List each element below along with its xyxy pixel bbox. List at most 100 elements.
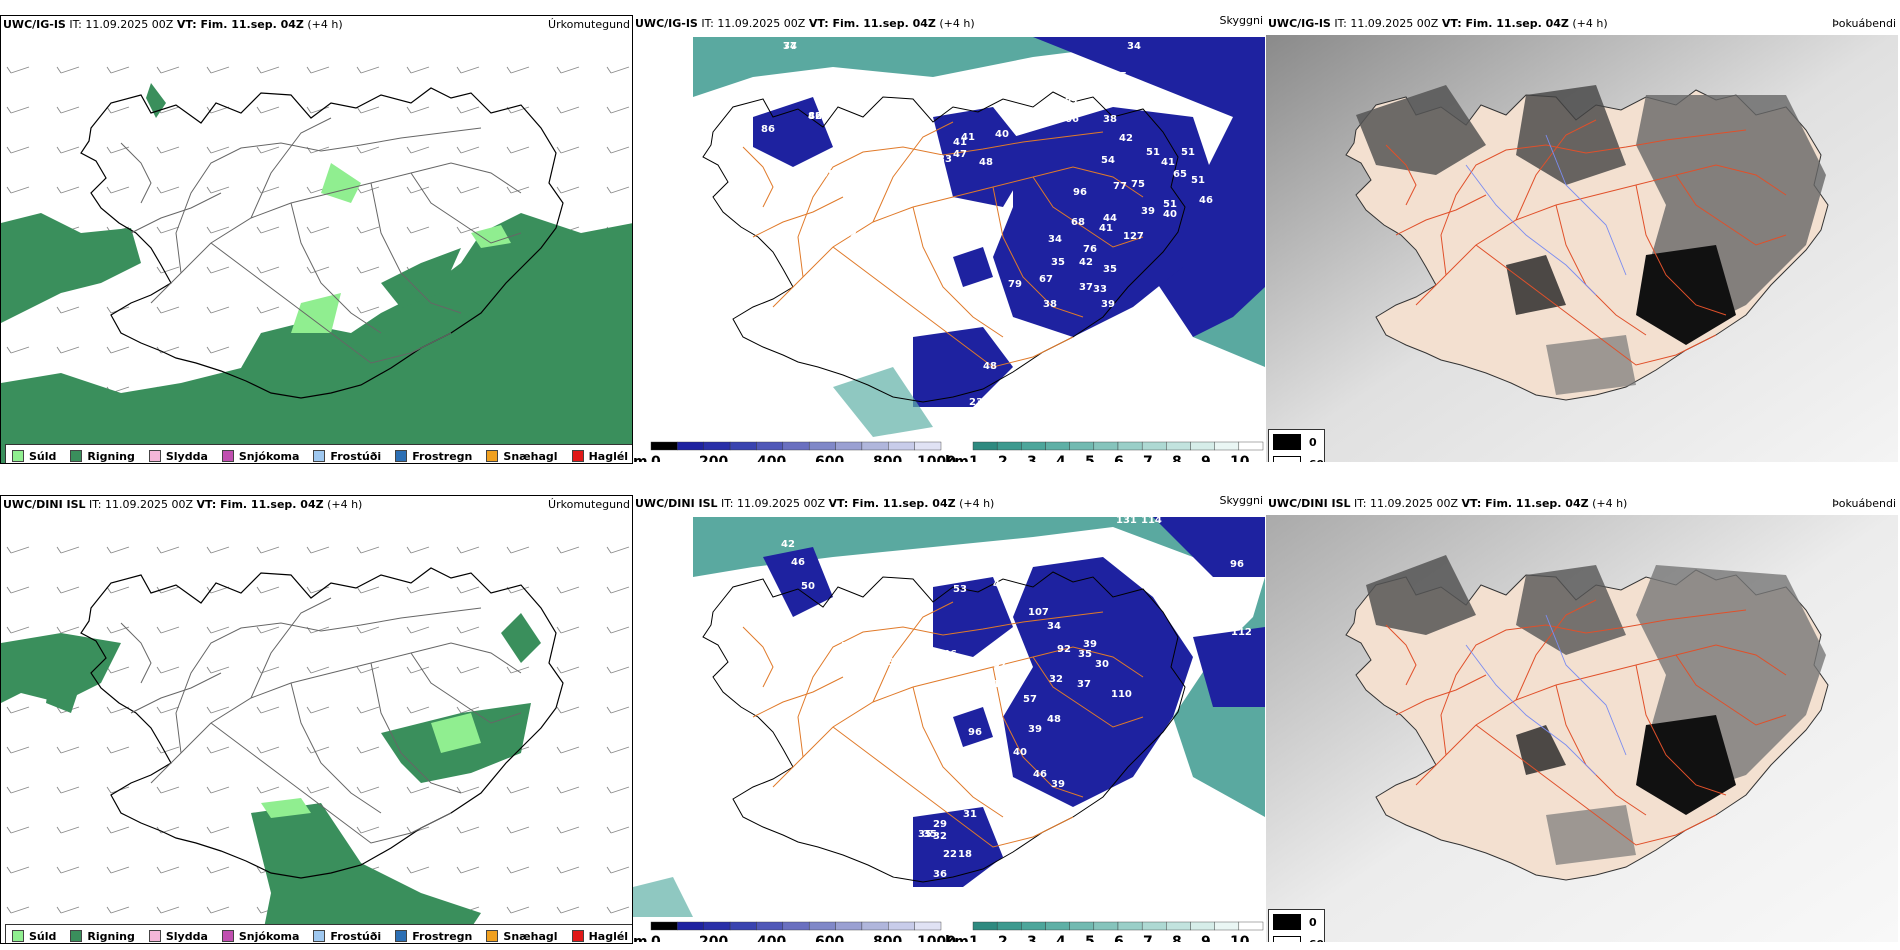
- param-title: Þokuábendi: [1832, 497, 1896, 510]
- bottom-visibility-value: 39: [1083, 639, 1097, 650]
- haglel-swatch: [571, 450, 584, 462]
- bottom-visibility-value: 29: [933, 819, 947, 830]
- fog-panel-top: UWC/IG-IS IT: 11.09.2025 00Z VT: Fim. 11…: [1266, 15, 1898, 462]
- elevation-bar-segment: [703, 921, 731, 931]
- slydda-swatch: [148, 930, 161, 942]
- bottom-visibility-value: 57: [993, 659, 1007, 670]
- bottom-visibility-value: 48: [816, 629, 830, 640]
- top-visibility-value: 34: [1127, 41, 1141, 52]
- elevation-bar-segment: [888, 441, 915, 451]
- visibility-bar-segment: [1045, 441, 1070, 451]
- bottom-visibility-value: 76: [991, 737, 1005, 748]
- top-visibility-value: 51: [1191, 175, 1205, 186]
- top-visibility-value: 64: [843, 181, 857, 192]
- elevation-bar-segment: [729, 441, 757, 451]
- bottom-visibility-value: 40: [1013, 747, 1027, 758]
- frostregn-swatch: [395, 450, 408, 462]
- bottom-visibility-value: 46: [943, 649, 957, 660]
- top-visibility-value: 51: [1181, 147, 1195, 158]
- top-visibility-value: 77: [783, 41, 797, 52]
- top-visibility-value: 58: [821, 169, 835, 180]
- elevation-bar-segment: [835, 441, 863, 451]
- visibility-bar-segment: [1238, 441, 1264, 451]
- top-visibility-value: 34: [993, 411, 1007, 422]
- visibility-tick: 3: [1027, 454, 1037, 462]
- visibility-tick: 7: [1143, 934, 1153, 942]
- fog-panel-bottom: UWC/DINI ISL IT: 11.09.2025 00Z VT: Fim.…: [1266, 495, 1898, 942]
- bottom-visibility-value: 92: [763, 597, 777, 608]
- elevation-tick: 600: [815, 934, 844, 942]
- top-visibility-value: 54: [1101, 155, 1115, 166]
- top-visibility-value: 39: [1101, 299, 1115, 310]
- bottom-visibility-value: 25: [1009, 806, 1023, 817]
- visibility-bar-segment: [1141, 441, 1167, 451]
- panel-header: UWC/DINI ISL IT: 11.09.2025 00Z VT: Fim.…: [633, 495, 1265, 512]
- param-title: Skyggni: [1219, 495, 1263, 507]
- visibility-bar-segment: [1190, 921, 1215, 931]
- top-visibility-value: 71: [1065, 97, 1079, 108]
- bottom-visibility-value: 114: [1141, 517, 1162, 526]
- panel-header: UWC/DINI ISL IT: 11.09.2025 00Z VT: Fim.…: [1268, 497, 1896, 510]
- bottom-visibility-value: 92: [1057, 644, 1071, 655]
- top-visibility-value: 86: [761, 124, 775, 135]
- bottom-visibility-value: 44: [831, 627, 845, 638]
- bottom-visibility-value: 33: [793, 619, 807, 630]
- bottom-visibility-value: 32: [1049, 674, 1063, 685]
- bottom-visibility-value: 131: [1116, 517, 1137, 526]
- fog-legend-bottom: 0 60: [1268, 909, 1325, 942]
- panel-header: UWC/IG-IS IT: 11.09.2025 00Z VT: Fim. 11…: [3, 18, 630, 31]
- map-visibility-bottom: 42 46 50 92 33 44 48 44 52 73 70 89 47 53 40 46 30 57 133 1…: [633, 517, 1265, 917]
- fog-high-swatch: [1273, 936, 1301, 942]
- top-visibility-value: 46: [1199, 195, 1213, 206]
- bottom-visibility-value: 53: [953, 584, 967, 595]
- top-visibility-value: 41: [961, 132, 975, 143]
- param-title: Skyggni: [1219, 15, 1263, 27]
- elevation-bar-segment: [888, 921, 915, 931]
- top-visibility-value: 76: [1083, 244, 1097, 255]
- elevation-bar-segment: [703, 441, 731, 451]
- visibility-tick: 5: [1085, 934, 1095, 942]
- colorbars-bottom: m 0 200 400 600 800 1000 km 1 2 3 4 5 6 7 8 9 10: [633, 921, 1264, 942]
- elevation-tick: 1000: [917, 934, 956, 942]
- top-visibility-value: 45: [1113, 71, 1127, 82]
- bottom-visibility-value: 32: [893, 869, 907, 880]
- bottom-visibility-value: 73: [881, 657, 895, 668]
- bottom-visibility-value: 46: [791, 557, 805, 568]
- elevation-unit: m: [633, 454, 648, 462]
- frostudi-swatch: [313, 930, 326, 942]
- visibility-unit: km: [945, 454, 969, 462]
- panel-header: UWC/IG-IS IT: 11.09.2025 00Z VT: Fim. 11…: [633, 15, 1265, 32]
- bottom-visibility-value: 36: [933, 869, 947, 880]
- visibility-tick: 9: [1201, 454, 1211, 462]
- visibility-tick: 9: [1201, 934, 1211, 942]
- elevation-tick: 0: [651, 934, 661, 942]
- snaehagl-swatch: [486, 930, 499, 942]
- top-visibility-value: 35: [781, 74, 795, 85]
- fog-high-swatch: [1273, 456, 1301, 462]
- frostregn-swatch: [395, 930, 408, 942]
- top-visibility-value: 34: [783, 41, 797, 52]
- visibility-tick: 6: [1114, 934, 1124, 942]
- map-visibility-top: 77 35 37 42 86 58 64 99 42 33 71 66 52 45 38 42 54 51 41 51…: [633, 37, 1265, 437]
- top-visibility-value: 75: [1131, 179, 1145, 190]
- elevation-bar-segment: [835, 921, 863, 931]
- visibility-tick: 8: [1172, 454, 1182, 462]
- elevation-bar-segment: [729, 921, 757, 931]
- top-visibility-value: 37: [788, 87, 802, 98]
- top-visibility-value: 48: [979, 157, 993, 168]
- top-visibility-value: 40: [1163, 209, 1177, 220]
- top-visibility-value: 22: [788, 87, 802, 98]
- haglel-swatch: [571, 930, 584, 942]
- elevation-bar-segment: [914, 921, 942, 931]
- top-visibility-value: 41: [1161, 157, 1175, 168]
- visibility-bar-segment: [1045, 921, 1070, 931]
- top-visibility-value: 44: [1103, 213, 1117, 224]
- elevation-bar-segment: [861, 921, 889, 931]
- bottom-visibility-value: 47: [933, 559, 947, 570]
- bottom-visibility-value: 50: [801, 581, 815, 592]
- fog-low-swatch: [1273, 914, 1301, 930]
- elevation-bar-segment: [782, 921, 810, 931]
- rigning-swatch: [70, 450, 83, 462]
- suld-swatch: [12, 930, 24, 942]
- map-fog-bottom: [1266, 515, 1898, 942]
